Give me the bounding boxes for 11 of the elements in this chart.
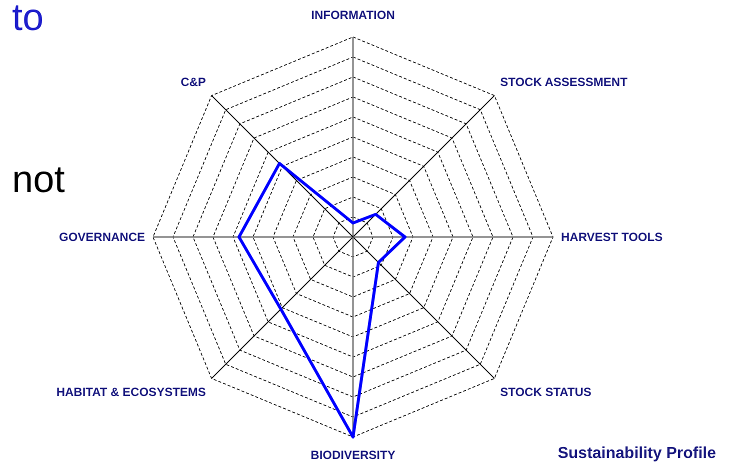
spoke-label: STOCK STATUS	[500, 385, 592, 400]
spoke-label: HABITAT & ECOSYSTEMS	[56, 385, 206, 400]
text: Sustainability Profile	[558, 445, 716, 462]
spoke-label: BIODIVERSITY	[310, 448, 396, 462]
spoke-label: STOCK ASSESSMENT	[500, 74, 628, 89]
spoke-label: HARVEST TOOLS	[561, 230, 663, 244]
spoke-label: INFORMATION	[311, 8, 395, 22]
spoke-label: GOVERNANCE	[58, 230, 145, 244]
spoke-label: C&P	[180, 74, 206, 89]
text: to	[12, 0, 44, 39]
text: not	[12, 159, 66, 201]
